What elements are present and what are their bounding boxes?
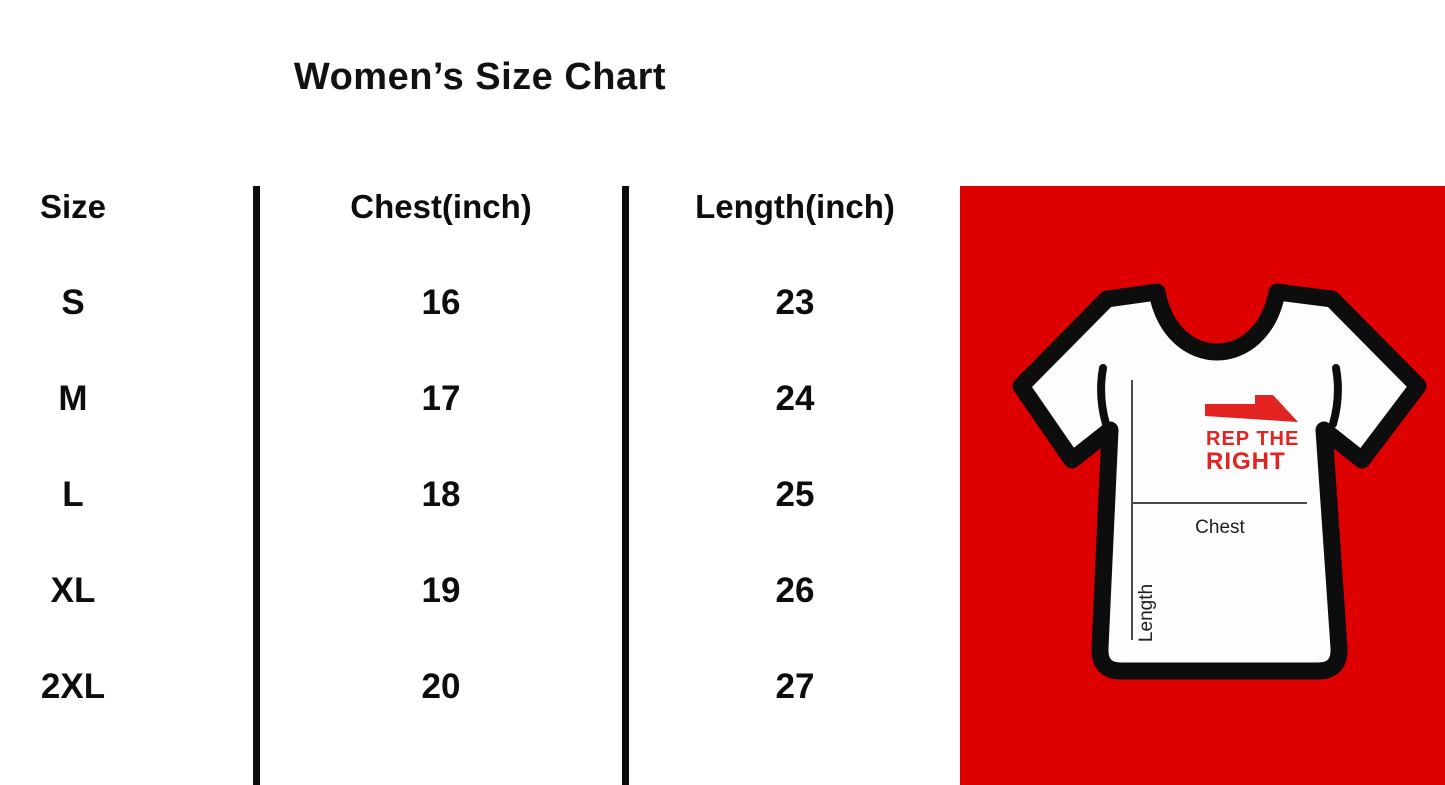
tshirt-icon (1012, 283, 1427, 680)
chest-value: 17 (421, 379, 461, 418)
logo-text-line2: RIGHT (1206, 448, 1286, 475)
rep-the-right-flag-icon (1205, 395, 1298, 422)
size-value: 2XL (40, 667, 106, 706)
chest-value: 20 (421, 667, 461, 706)
table-row: S 16 23 (0, 255, 960, 351)
chest-value: 19 (421, 571, 461, 610)
length-value: 26 (775, 571, 815, 610)
table-row: M 17 24 (0, 351, 960, 447)
length-value: 27 (775, 667, 815, 706)
column-header-size: Size (39, 188, 107, 225)
column-divider (622, 186, 629, 785)
page-title: Women’s Size Chart (293, 56, 667, 98)
right-sleeve-seam (1329, 364, 1342, 428)
chest-label: Chest (1195, 517, 1245, 538)
column-divider (253, 186, 260, 785)
size-value: S (61, 283, 85, 322)
length-label: Length (1136, 584, 1157, 642)
size-value: L (62, 475, 84, 514)
size-table: Size Chest(inch) Length(inch) S 16 23 M … (0, 159, 960, 735)
table-row: L 18 25 (0, 447, 960, 543)
brand-measurement-panel: Chest Length REP THE RIGHT (960, 186, 1445, 785)
chest-value: 16 (421, 283, 461, 322)
column-header-length: Length(inch) (695, 188, 895, 225)
length-value: 24 (775, 379, 815, 418)
chest-value: 18 (421, 475, 461, 514)
logo-text-line1: REP THE (1206, 428, 1299, 450)
tshirt-diagram: Chest Length REP THE RIGHT (960, 186, 1445, 785)
table-row: XL 19 26 (0, 543, 960, 639)
left-sleeve-seam (1097, 364, 1110, 428)
table-header-row: Size Chest(inch) Length(inch) (0, 159, 960, 255)
length-value: 23 (775, 283, 815, 322)
size-value: M (58, 379, 88, 418)
table-row: 2XL 20 27 (0, 639, 960, 735)
column-header-chest: Chest(inch) (350, 188, 532, 225)
length-value: 25 (775, 475, 815, 514)
size-value: XL (50, 571, 96, 610)
